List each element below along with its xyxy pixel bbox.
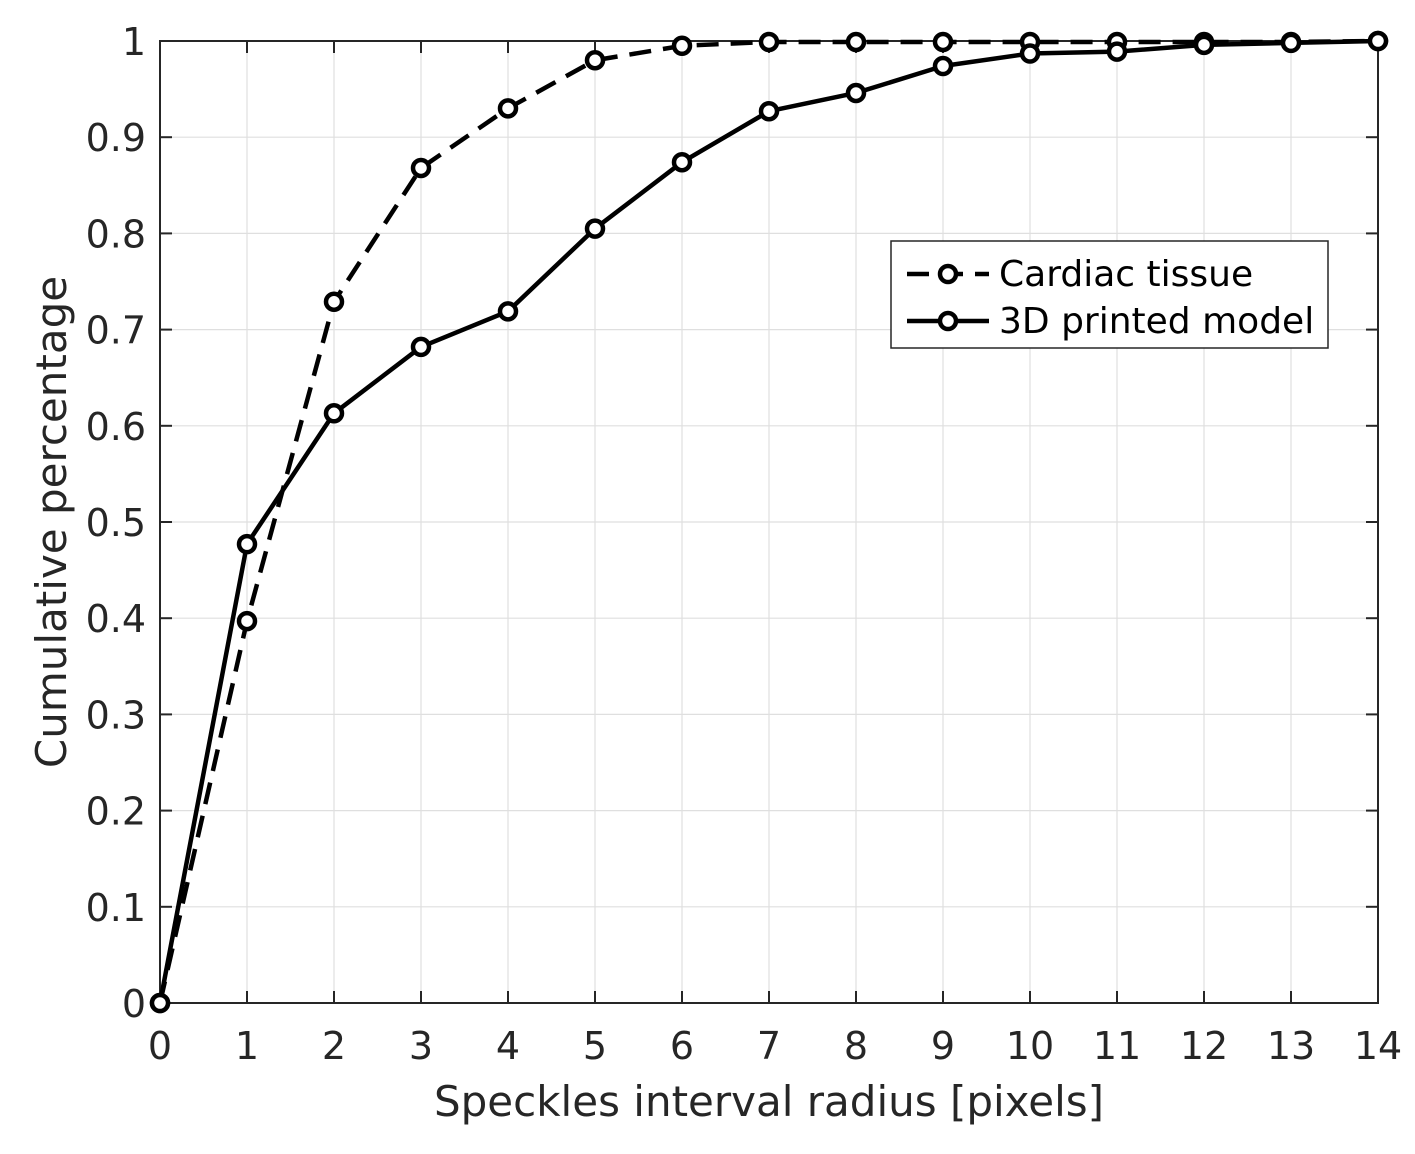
y-tick-label-2: 0.2 bbox=[86, 790, 146, 834]
x-tick-label-14: 14 bbox=[1354, 1024, 1402, 1068]
x-tick-label-3: 3 bbox=[409, 1024, 433, 1068]
data-point-3d-printed-model-13 bbox=[1280, 32, 1302, 54]
data-point-3d-printed-model-4 bbox=[497, 301, 519, 322]
data-point-3d-printed-model-6 bbox=[671, 151, 693, 173]
x-tick-label-2: 2 bbox=[322, 1024, 346, 1068]
data-point-cardiac-tissue-2 bbox=[323, 291, 345, 312]
x-tick-label-9: 9 bbox=[931, 1024, 955, 1068]
x-tick-label-10: 10 bbox=[1006, 1024, 1054, 1068]
y-tick-label-8: 0.8 bbox=[86, 212, 146, 256]
data-point-3d-printed-model-3 bbox=[410, 336, 432, 358]
x-tick-label-4: 4 bbox=[496, 1024, 520, 1068]
data-point-3d-printed-model-9 bbox=[932, 55, 954, 77]
y-tick-label-7: 0.7 bbox=[86, 309, 146, 353]
y-tick-label-1: 0.1 bbox=[86, 886, 146, 930]
data-point-3d-printed-model-1 bbox=[236, 533, 258, 555]
legend-marker-3d-printed-model bbox=[937, 310, 959, 332]
x-tick-label-12: 12 bbox=[1180, 1024, 1228, 1068]
data-point-3d-printed-model-0 bbox=[149, 992, 171, 1014]
y-axis-title: Cumulative percentage bbox=[27, 276, 76, 768]
y-tick-label-5: 0.5 bbox=[86, 501, 146, 545]
x-axis-title: Speckles interval radius [pixels] bbox=[434, 1077, 1104, 1126]
x-tick-label-11: 11 bbox=[1093, 1024, 1141, 1068]
legend: Cardiac tissue 3D printed model bbox=[890, 240, 1329, 349]
data-point-3d-printed-model-5 bbox=[584, 218, 606, 239]
data-point-cardiac-tissue-4 bbox=[497, 98, 519, 119]
y-tick-label-3: 0.3 bbox=[86, 693, 146, 737]
data-point-cardiac-tissue-9 bbox=[932, 31, 954, 53]
data-point-3d-printed-model-11 bbox=[1106, 41, 1128, 62]
x-tick-label-13: 13 bbox=[1267, 1024, 1315, 1068]
x-tick-label-5: 5 bbox=[583, 1024, 607, 1068]
y-tick-label-4: 0.4 bbox=[86, 597, 146, 641]
x-tick-label-0: 0 bbox=[148, 1024, 172, 1068]
data-point-cardiac-tissue-3 bbox=[410, 157, 432, 179]
x-tick-label-1: 1 bbox=[235, 1024, 259, 1068]
data-point-3d-printed-model-14 bbox=[1367, 30, 1389, 52]
data-point-cardiac-tissue-8 bbox=[845, 31, 867, 53]
series-group bbox=[149, 30, 1389, 1014]
legend-entry-cardiac-tissue: Cardiac tissue bbox=[907, 254, 1253, 295]
data-point-cardiac-tissue-1 bbox=[236, 610, 258, 632]
series-3d-printed-model bbox=[149, 30, 1389, 1014]
data-point-cardiac-tissue-7 bbox=[758, 31, 780, 53]
y-tick-label-0: 0 bbox=[122, 982, 146, 1026]
y-tick-label-10: 1 bbox=[122, 20, 146, 64]
data-point-3d-printed-model-7 bbox=[758, 100, 780, 122]
legend-label-3d-printed-model: 3D printed model bbox=[999, 301, 1314, 342]
grid bbox=[159, 40, 1379, 1004]
y-tick-label-9: 0.9 bbox=[86, 116, 146, 160]
data-point-3d-printed-model-10 bbox=[1019, 43, 1041, 64]
legend-marker-cardiac-tissue bbox=[937, 263, 959, 285]
data-point-3d-printed-model-12 bbox=[1193, 34, 1215, 56]
x-tick-label-7: 7 bbox=[757, 1024, 781, 1068]
legend-entry-3d-printed-model: 3D printed model bbox=[907, 301, 1314, 342]
data-point-cardiac-tissue-6 bbox=[671, 35, 693, 57]
legend-box bbox=[890, 240, 1329, 349]
tick-labels: 0 1 2 3 4 5 6 7 8 9 10 11 12 13 1400.10.20.30.40.50.60… bbox=[86, 20, 1403, 1068]
data-point-cardiac-tissue-5 bbox=[584, 49, 606, 71]
data-point-3d-printed-model-2 bbox=[323, 403, 345, 424]
legend-label-cardiac-tissue: Cardiac tissue bbox=[999, 254, 1253, 295]
x-tick-label-6: 6 bbox=[670, 1024, 694, 1068]
x-tick-label-8: 8 bbox=[844, 1024, 868, 1068]
y-tick-label-6: 0.6 bbox=[86, 405, 146, 449]
data-point-3d-printed-model-8 bbox=[845, 82, 867, 104]
